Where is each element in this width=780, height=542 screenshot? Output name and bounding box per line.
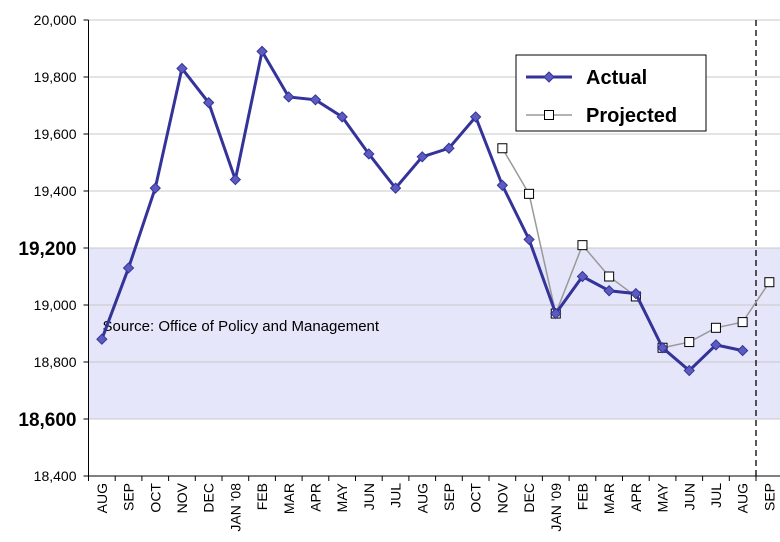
y-tick-label: 19,000: [34, 297, 77, 313]
data-point: [710, 339, 722, 351]
x-tick-label: JUL: [388, 483, 404, 508]
annotation: Source: Office of Policy and Management: [103, 318, 380, 335]
legend-marker: [544, 110, 554, 120]
y-tick-label: 19,400: [34, 183, 77, 199]
x-tick-label: AUG: [414, 483, 430, 513]
data-point: [336, 111, 348, 123]
data-point: [443, 142, 455, 154]
data-point: [710, 322, 721, 333]
data-point: [656, 342, 669, 354]
data-point: [576, 270, 589, 283]
y-tick-label: 18,400: [34, 468, 77, 484]
data-point: [764, 277, 775, 288]
y-tick-label: 18,600: [18, 410, 76, 431]
x-tick-label: AUG: [94, 483, 110, 513]
data-point: [630, 287, 642, 300]
data-point: [737, 317, 748, 328]
x-tick-label: SEP: [441, 483, 457, 511]
data-point: [683, 364, 695, 377]
y-tick-label: 20,000: [34, 12, 77, 28]
data-point: [469, 111, 482, 123]
legend: Actual Projected: [515, 54, 707, 132]
data-point: [96, 333, 108, 345]
x-tick-label: JAN '09: [548, 483, 564, 532]
data-point: [122, 262, 135, 274]
data-point: [149, 182, 161, 194]
data-point: [202, 96, 215, 109]
x-tick-label: MAR: [281, 483, 297, 514]
x-tick-label: DEC: [521, 483, 537, 513]
y-tick-label: 18,800: [34, 354, 77, 370]
legend-label: Actual: [586, 67, 647, 89]
x-tick-label: APR: [628, 483, 644, 512]
x-tick-label: DEC: [201, 483, 217, 513]
data-point: [283, 91, 295, 103]
y-tick-label: 19,200: [18, 239, 76, 260]
data-point: [577, 240, 588, 251]
data-point: [309, 94, 322, 106]
data-point: [176, 62, 188, 75]
x-tick-label: JUL: [708, 483, 724, 508]
data-point: [389, 182, 402, 194]
x-tick-label: JUN: [681, 483, 697, 510]
data-point: [736, 344, 749, 357]
x-tick-label: OCT: [468, 483, 484, 513]
data-point: [416, 151, 428, 163]
x-tick-label: NOV: [174, 482, 190, 513]
x-tick-label: MAY: [334, 482, 350, 512]
x-tick-label: OCT: [147, 483, 163, 513]
x-tick-label: MAR: [601, 483, 617, 514]
x-tick-label: JAN '08: [227, 483, 243, 532]
x-tick-label: FEB: [574, 483, 590, 510]
y-tick-label: 19,800: [34, 69, 77, 85]
data-point: [684, 337, 695, 348]
data-point: [256, 45, 268, 58]
x-tick-label: FEB: [254, 483, 270, 510]
x-tick-label: NOV: [494, 482, 510, 513]
data-point: [497, 143, 508, 154]
data-point: [603, 285, 615, 297]
data-point: [363, 148, 375, 160]
data-point: [604, 271, 615, 282]
data-point: [229, 173, 242, 186]
highlight-band: [88, 248, 780, 419]
data-point: [550, 307, 562, 320]
x-tick-label: AUG: [735, 483, 751, 513]
y-tick-label: 19,600: [34, 126, 77, 142]
x-tick-label: SEP: [121, 483, 137, 511]
x-tick-label: SEP: [761, 483, 777, 511]
legend-label: Projected: [586, 105, 677, 127]
x-tick-label: MAY: [655, 482, 671, 512]
data-point: [496, 179, 509, 192]
x-tick-label: APR: [307, 483, 323, 512]
data-point: [524, 188, 535, 199]
data-point: [523, 233, 535, 246]
x-tick-label: JUN: [361, 483, 377, 510]
legend-marker: [543, 71, 555, 83]
